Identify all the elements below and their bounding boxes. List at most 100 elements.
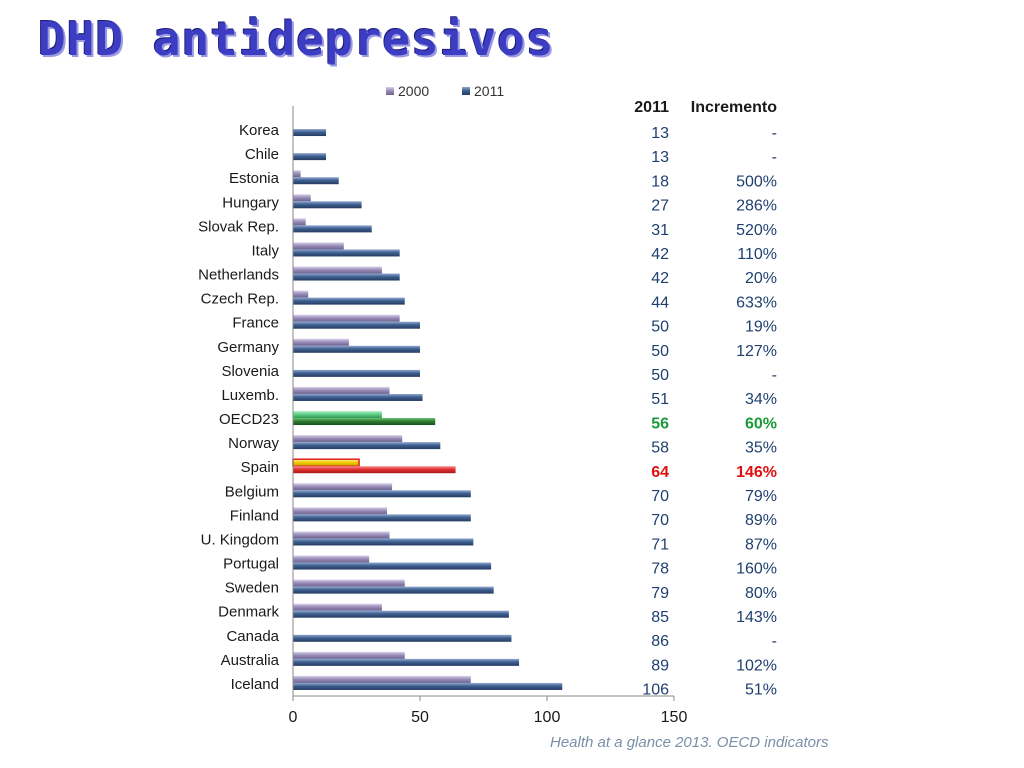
category-label-korea: Korea (239, 122, 280, 139)
table-value-incremento: 127% (736, 343, 777, 360)
chart-legend: 2000 2011 (386, 83, 504, 99)
bar-2000-sweden (293, 579, 405, 587)
table-value-incremento: - (772, 125, 777, 142)
category-label-luxemb: Luxemb. (221, 387, 279, 404)
category-label-hungary: Hungary (222, 194, 279, 211)
legend-swatch-2011 (462, 87, 470, 95)
bar-2000-australia (293, 651, 405, 659)
table-value-2011: 42 (651, 246, 669, 263)
legend-label-2000: 2000 (398, 83, 429, 99)
table-value-2011: 50 (651, 367, 669, 384)
bar-2000-spain (292, 458, 360, 467)
table-value-incremento: - (772, 633, 777, 650)
category-label-portugal: Portugal (223, 556, 279, 573)
category-label-czech-rep: Czech Rep. (201, 291, 279, 308)
bar-2000-u-kingdom (293, 531, 390, 539)
values-table: 2011 Incremento 13 - 13 - 18 500% 27 286% 31 520% 42… (634, 99, 777, 699)
table-value-2011: 64 (651, 464, 669, 481)
bar-2000-germany (293, 338, 349, 346)
bar-2011-korea (293, 129, 327, 137)
table-value-incremento: 20% (745, 270, 777, 287)
table-value-2011: 18 (651, 173, 669, 190)
bar-2011-denmark (293, 610, 509, 618)
category-label-norway: Norway (228, 435, 279, 452)
table-value-2011: 44 (651, 294, 669, 311)
bar-2011-italy (293, 249, 400, 257)
table-value-2011: 42 (651, 270, 669, 287)
table-value-incremento: - (772, 367, 777, 384)
bar-2011-slovak-rep (293, 225, 372, 233)
table-header-incremento: Incremento (691, 99, 777, 116)
axis-layer: Korea Chile Estonia Hungary Slovak Rep. Italy… (198, 106, 687, 726)
table-value-incremento: - (772, 149, 777, 166)
bar-2000-france (293, 314, 400, 322)
table-value-2011: 89 (651, 657, 669, 674)
category-label-canada: Canada (226, 628, 279, 645)
table-value-incremento: 34% (745, 391, 777, 408)
table-value-incremento: 19% (745, 319, 777, 336)
table-value-2011: 85 (651, 609, 669, 626)
bar-2011-norway (293, 442, 441, 450)
category-label-estonia: Estonia (229, 170, 280, 187)
bar-2000-finland (293, 507, 387, 515)
table-value-incremento: 520% (736, 222, 777, 239)
category-label-oecd23: OECD23 (219, 411, 279, 428)
bar-2011-sweden (293, 586, 494, 594)
category-label-denmark: Denmark (218, 604, 279, 621)
bar-2000-czech-rep (293, 290, 309, 298)
bar-2011-hungary (293, 201, 362, 209)
category-label-iceland: Iceland (231, 676, 279, 693)
table-value-2011: 106 (642, 682, 669, 699)
bar-2011-finland (293, 514, 471, 522)
table-value-incremento: 143% (736, 609, 777, 626)
category-label-spain: Spain (241, 459, 279, 476)
table-value-2011: 56 (651, 415, 669, 432)
category-label-slovenia: Slovenia (221, 363, 279, 380)
category-label-slovak-rep: Slovak Rep. (198, 218, 279, 235)
bar-2011-france (293, 321, 420, 329)
table-value-incremento: 51% (745, 682, 777, 699)
bar-2000-italy (293, 242, 344, 250)
table-value-2011: 79 (651, 585, 669, 602)
table-value-incremento: 286% (736, 198, 777, 215)
table-value-2011: 78 (651, 561, 669, 578)
bar-2000-estonia (293, 170, 301, 178)
bar-2000-denmark (293, 603, 382, 611)
category-label-germany: Germany (217, 339, 279, 356)
table-value-incremento: 35% (745, 440, 777, 457)
bar-2011-canada (293, 634, 512, 642)
bar-2000-netherlands (293, 266, 382, 274)
table-value-2011: 86 (651, 633, 669, 650)
table-value-2011: 31 (651, 222, 669, 239)
bar-2000-oecd23 (293, 411, 382, 419)
category-label-belgium: Belgium (225, 483, 279, 500)
bar-2011-portugal (293, 562, 492, 570)
bar-2011-iceland (293, 682, 563, 690)
bars-layer (292, 129, 563, 690)
bar-2011-czech-rep (293, 297, 405, 305)
table-value-2011: 51 (651, 391, 669, 408)
category-label-france: France (232, 315, 279, 332)
category-label-netherlands: Netherlands (198, 267, 279, 284)
legend-swatch-2000 (386, 87, 394, 95)
table-value-incremento: 89% (745, 512, 777, 529)
x-tick-label-0: 0 (289, 709, 298, 726)
category-label-chile: Chile (245, 146, 279, 163)
table-value-2011: 70 (651, 512, 669, 529)
bar-2000-norway (293, 435, 403, 443)
bar-2000-belgium (293, 483, 393, 491)
table-value-2011: 58 (651, 440, 669, 457)
table-value-incremento: 60% (745, 415, 777, 432)
table-value-incremento: 87% (745, 536, 777, 553)
legend-label-2011: 2011 (474, 83, 504, 99)
bar-2011-netherlands (293, 273, 400, 281)
table-value-2011: 70 (651, 488, 669, 505)
table-value-2011: 13 (651, 149, 669, 166)
bar-2011-estonia (293, 177, 339, 185)
table-value-incremento: 79% (745, 488, 777, 505)
bar-2011-oecd23 (293, 418, 436, 426)
table-value-2011: 50 (651, 319, 669, 336)
table-value-incremento: 160% (736, 561, 777, 578)
x-tick-label-150: 150 (661, 709, 688, 726)
table-value-incremento: 633% (736, 294, 777, 311)
